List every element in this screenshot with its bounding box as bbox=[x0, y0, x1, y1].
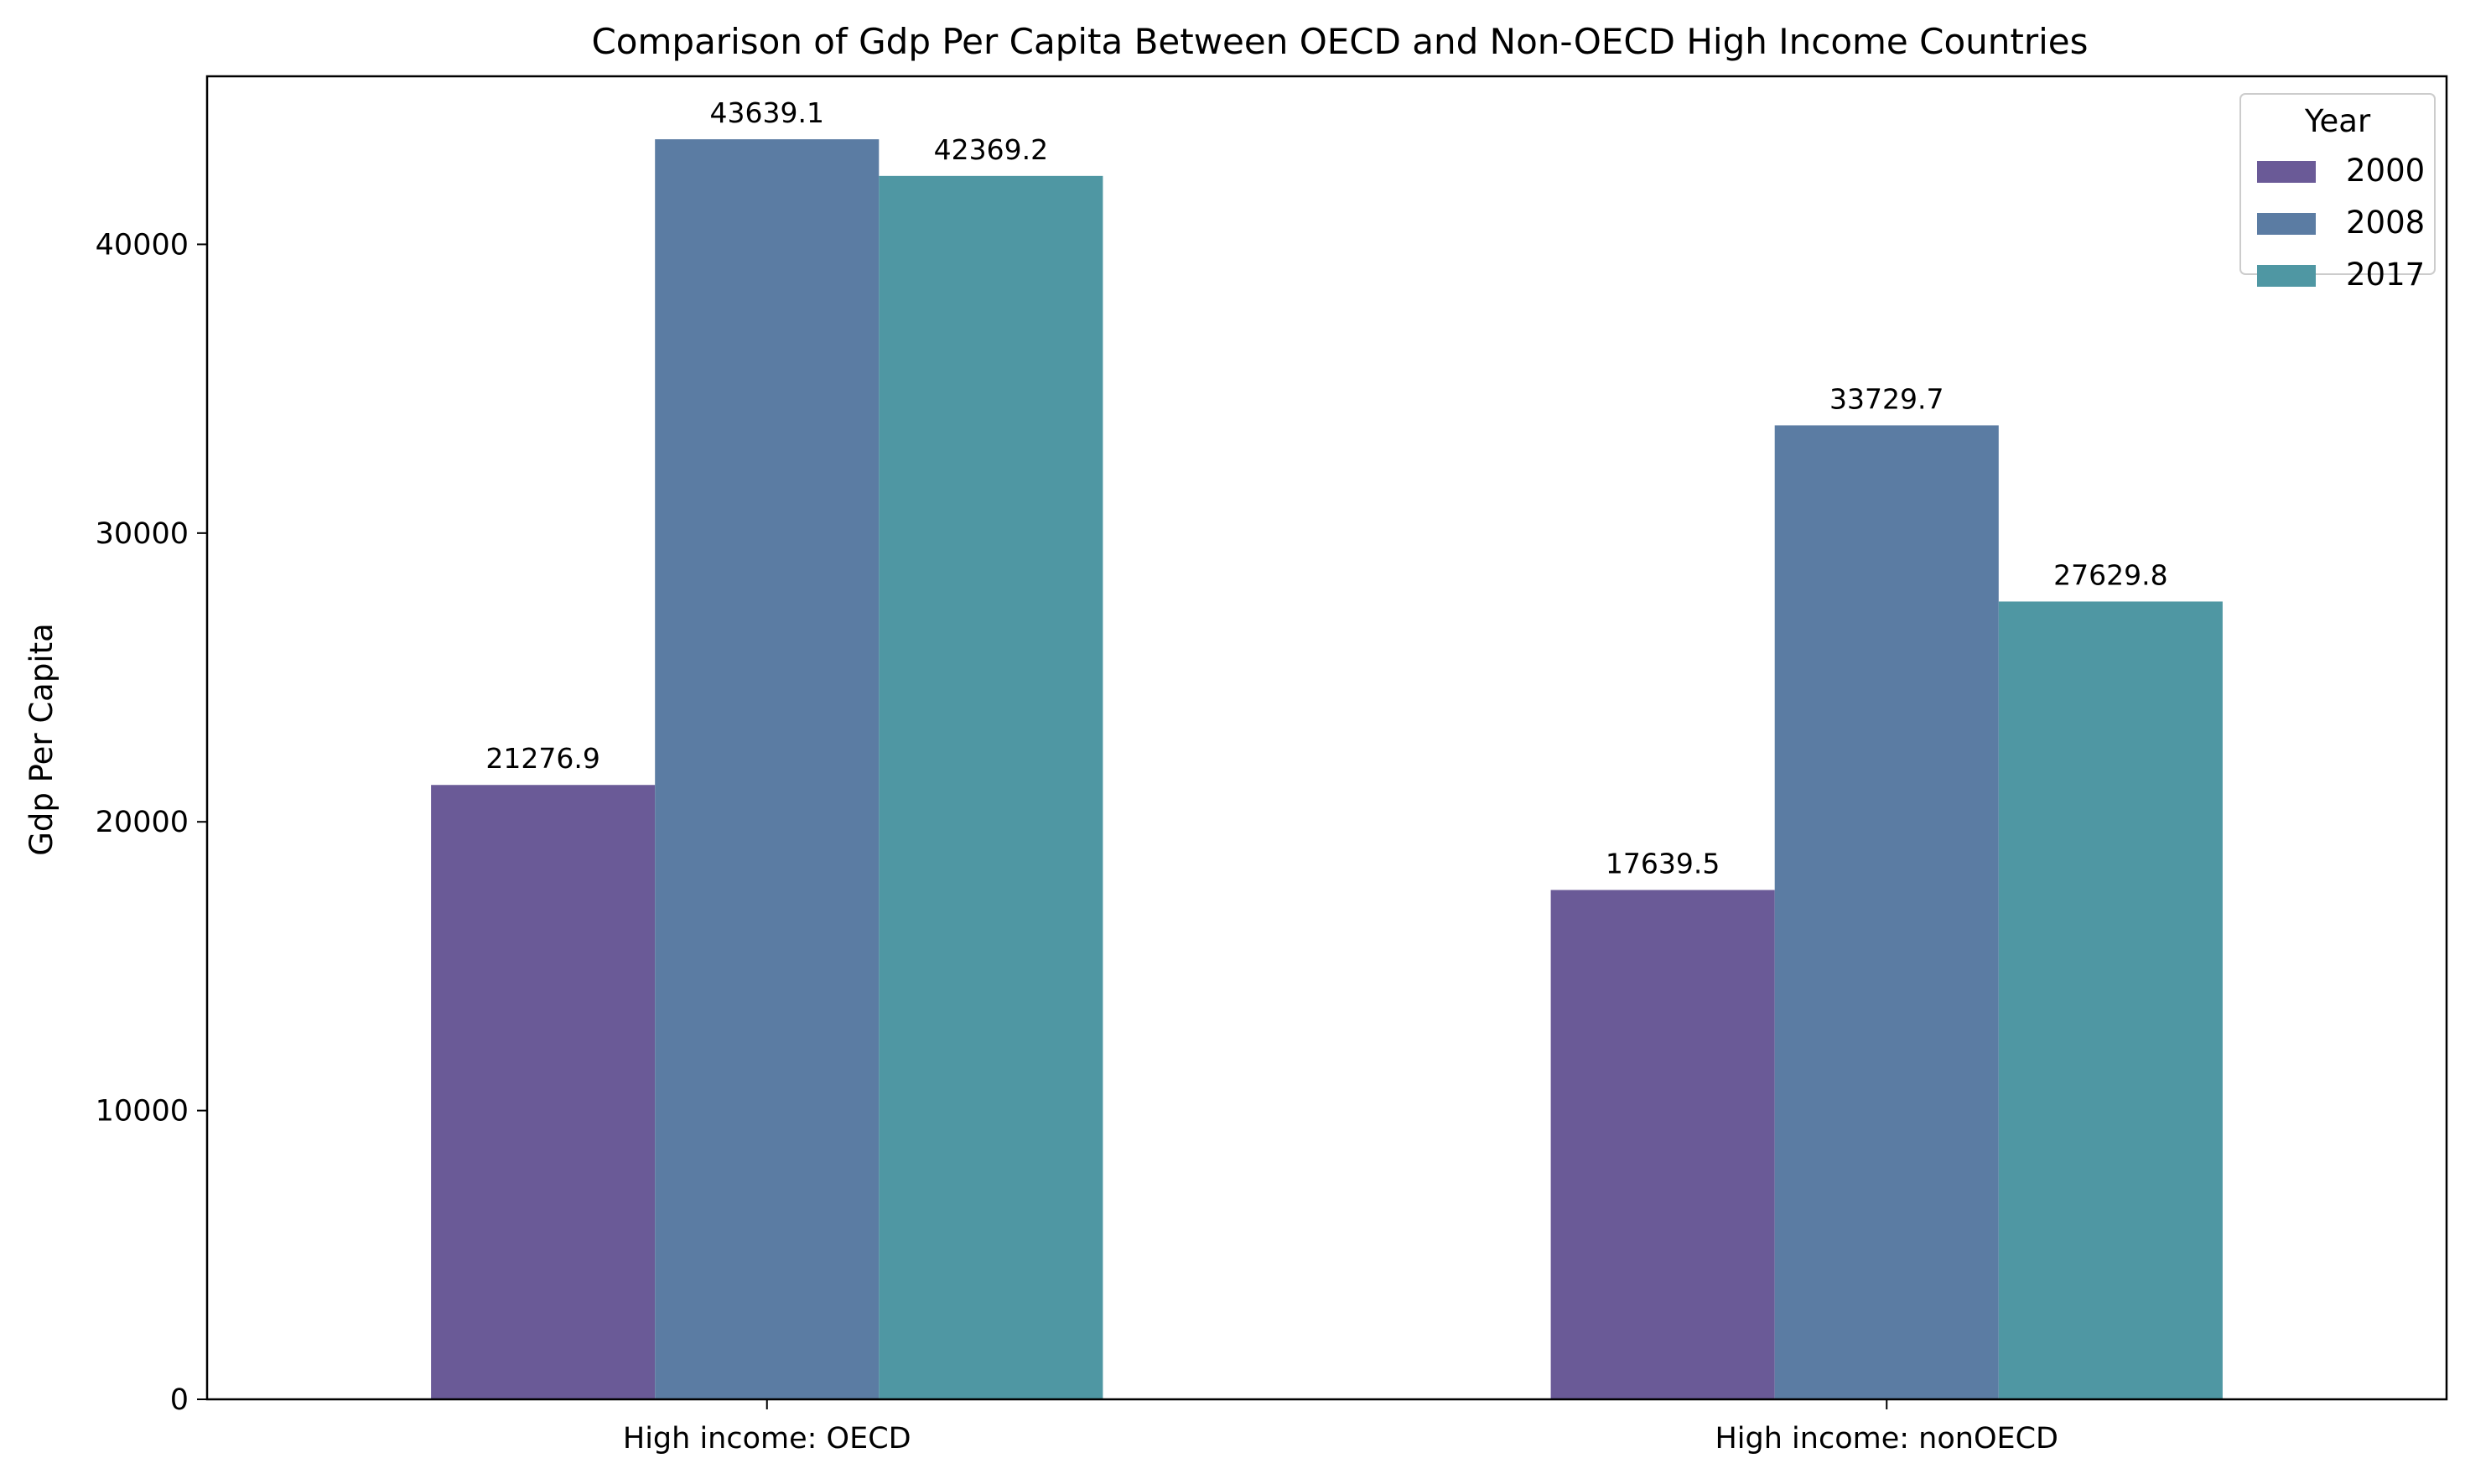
bar-2017-oecd bbox=[879, 175, 1103, 1400]
y-tick-label: 30000 bbox=[96, 517, 189, 551]
plot-frame bbox=[205, 75, 2448, 1401]
data-label: 27629.8 bbox=[2053, 558, 2167, 591]
chart-title: Comparison of Gdp Per Capita Between OEC… bbox=[591, 21, 2088, 62]
y-tick-label: 20000 bbox=[96, 806, 189, 839]
x-tick-label: High income: nonOECD bbox=[1715, 1422, 2058, 1455]
bar-2017-nonoecd bbox=[1998, 601, 2223, 1399]
plot-area: 21276.9 17639.5 43639.1 33729.7 42369.2 27629… bbox=[96, 75, 2448, 1455]
legend: Year 2000 2008 2017 bbox=[2239, 93, 2436, 293]
bar-2000-oecd bbox=[431, 785, 656, 1399]
data-label: 21276.9 bbox=[485, 742, 599, 775]
data-label: 42369.2 bbox=[934, 133, 1048, 166]
bar-2000-nonoecd bbox=[1550, 890, 1775, 1399]
y-tick-label: 40000 bbox=[96, 228, 189, 262]
y-tick-label: 10000 bbox=[96, 1095, 189, 1129]
legend-title: Year bbox=[2304, 103, 2371, 139]
bar-2008-oecd bbox=[655, 139, 880, 1400]
legend-label-2008: 2008 bbox=[2346, 205, 2425, 241]
legend-swatch-2008 bbox=[2257, 213, 2316, 235]
legend-label-2000: 2000 bbox=[2346, 153, 2425, 189]
data-label: 43639.1 bbox=[710, 96, 824, 129]
bar-2008-nonoecd bbox=[1774, 425, 1999, 1399]
x-tick-label: High income: OECD bbox=[623, 1422, 911, 1455]
legend-label-2017: 2017 bbox=[2346, 257, 2425, 293]
legend-swatch-2017 bbox=[2257, 265, 2316, 287]
data-label: 17639.5 bbox=[1606, 848, 1720, 880]
y-tick-label: 0 bbox=[170, 1383, 189, 1417]
data-label: 33729.7 bbox=[1829, 382, 1943, 415]
legend-swatch-2000 bbox=[2257, 161, 2316, 183]
y-axis-label: Gdp Per Capita bbox=[23, 623, 60, 856]
